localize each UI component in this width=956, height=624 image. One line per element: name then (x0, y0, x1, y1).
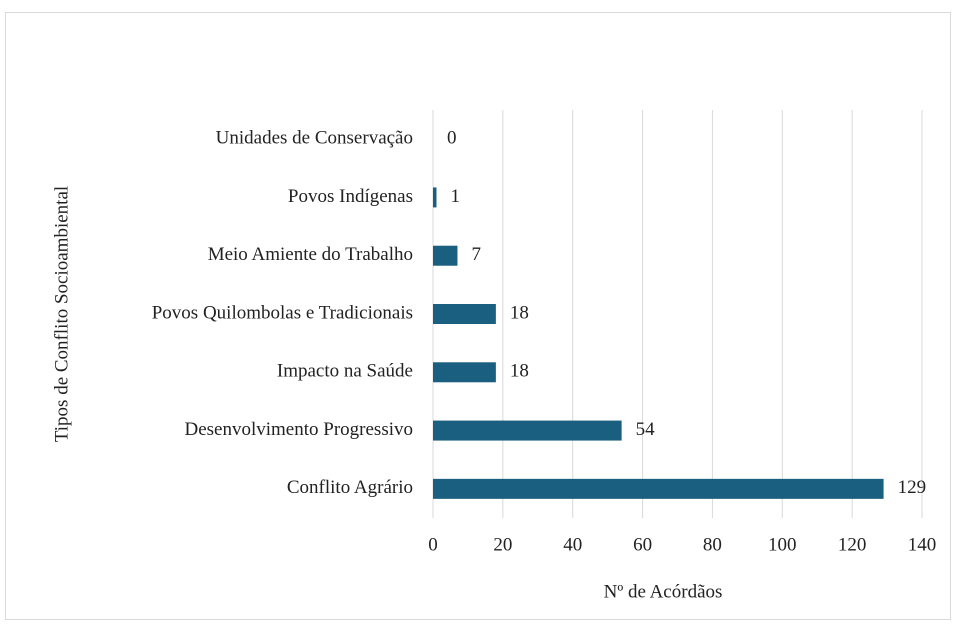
x-tick-label: 80 (703, 534, 722, 555)
data-label: 54 (636, 419, 656, 440)
x-tick-label: 0 (428, 534, 438, 555)
y-tick-label: Unidades de Conservação (216, 128, 413, 149)
data-label: 18 (510, 361, 529, 382)
x-tick-label: 140 (908, 534, 937, 555)
y-tick-label: Povos Indígenas (288, 186, 413, 207)
y-tick-label: Povos Quilombolas e Tradicionais (152, 302, 413, 323)
data-label: 1 (450, 186, 460, 207)
y-axis-label: Tipos de Conflito Socioambiental (51, 186, 72, 442)
y-tick-label: Conflito Agrário (287, 477, 413, 498)
bar (433, 478, 884, 499)
x-tick-label: 120 (838, 534, 867, 555)
x-axis-label: Nº de Acórdãos (604, 581, 723, 602)
bar (433, 420, 622, 441)
y-tick-label: Desenvolvimento Progressivo (184, 419, 413, 440)
x-tick-label: 40 (563, 534, 582, 555)
bar (433, 187, 437, 208)
bar (433, 362, 496, 383)
x-tick-label: 20 (493, 534, 512, 555)
bar (433, 245, 458, 266)
data-label: 129 (898, 477, 927, 498)
x-tick-label: 100 (768, 534, 797, 555)
data-label: 0 (447, 128, 457, 149)
data-label: 7 (471, 244, 481, 265)
bar (433, 304, 496, 324)
x-tick-label: 60 (633, 534, 652, 555)
data-label: 18 (510, 302, 529, 323)
y-tick-label: Impacto na Saúde (277, 361, 413, 382)
y-tick-label: Meio Amiente do Trabalho (208, 244, 413, 265)
